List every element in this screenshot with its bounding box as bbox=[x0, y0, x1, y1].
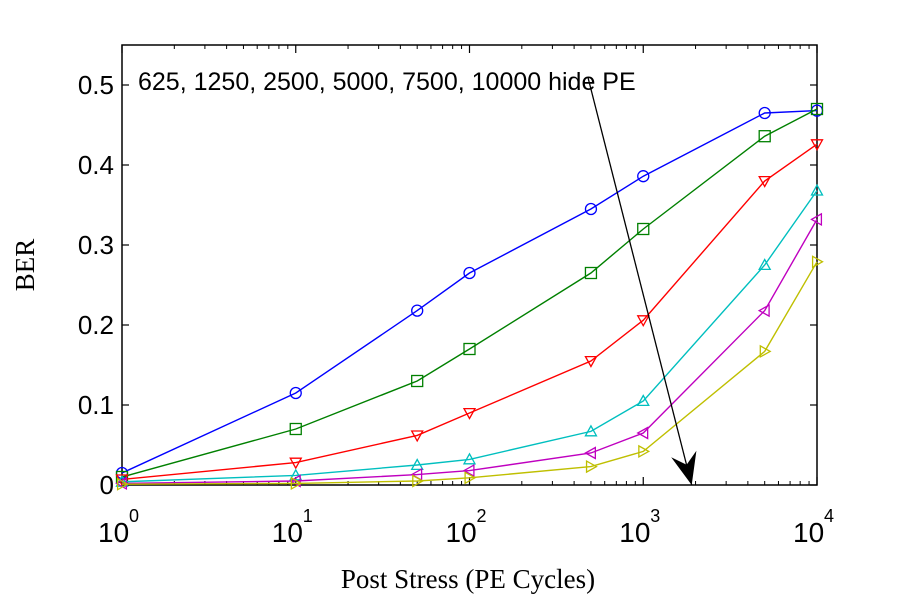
series-1 bbox=[115, 104, 824, 480]
data-point bbox=[462, 407, 477, 420]
series-line bbox=[121, 108, 818, 478]
data-point bbox=[636, 315, 650, 328]
series-layer bbox=[115, 102, 824, 491]
x-tick-base: 10 bbox=[98, 517, 129, 548]
data-point bbox=[758, 175, 772, 188]
plot-area bbox=[121, 44, 818, 486]
data-point bbox=[636, 426, 649, 440]
data-point bbox=[758, 130, 771, 143]
x-tick-exponent: 4 bbox=[824, 506, 834, 526]
x-tick-label: 100 bbox=[98, 506, 139, 548]
x-tick-base: 10 bbox=[446, 517, 477, 548]
data-point bbox=[811, 255, 824, 269]
y-axis-label: BER bbox=[10, 239, 40, 292]
y-tick-label: 0 bbox=[100, 470, 114, 500]
x-tick-base: 10 bbox=[793, 517, 824, 548]
data-point bbox=[116, 477, 129, 491]
x-axis-label: Post Stress (PE Cycles) bbox=[341, 564, 595, 594]
annotation-arrow-head bbox=[671, 450, 697, 485]
data-point bbox=[757, 303, 770, 318]
x-tick-base: 10 bbox=[272, 517, 303, 548]
data-point bbox=[637, 170, 650, 183]
series-4 bbox=[115, 183, 824, 487]
data-point bbox=[289, 457, 303, 470]
y-tick-label: 0.3 bbox=[78, 230, 114, 260]
data-point bbox=[410, 430, 424, 443]
y-tick-label: 0.5 bbox=[78, 70, 114, 100]
series-line bbox=[121, 190, 818, 483]
data-point bbox=[584, 424, 598, 437]
annotation-arrow-line bbox=[587, 76, 693, 486]
data-point bbox=[462, 452, 477, 465]
series-line bbox=[121, 261, 818, 485]
annotation-text: 625, 1250, 2500, 5000, 7500, 10000 hide … bbox=[138, 68, 636, 96]
series-line bbox=[121, 109, 818, 474]
data-point bbox=[289, 422, 302, 436]
series-6 bbox=[116, 255, 824, 491]
data-point bbox=[463, 342, 476, 356]
annotation-arrow-layer bbox=[587, 76, 697, 486]
data-point bbox=[810, 183, 824, 196]
x-tick-exponent: 3 bbox=[650, 506, 660, 526]
x-tick-exponent: 0 bbox=[129, 506, 139, 526]
x-tick-exponent: 1 bbox=[303, 506, 313, 526]
data-point bbox=[810, 139, 824, 152]
x-tick-label: 103 bbox=[619, 506, 660, 548]
data-point bbox=[584, 266, 598, 280]
x-tick-label: 101 bbox=[272, 506, 313, 548]
data-point bbox=[585, 459, 598, 474]
y-tick-label: 0.2 bbox=[78, 310, 114, 340]
x-tick-label: 102 bbox=[446, 506, 487, 548]
data-point bbox=[464, 471, 477, 485]
data-point bbox=[115, 470, 129, 484]
data-point bbox=[463, 266, 476, 280]
data-point bbox=[584, 446, 596, 460]
data-point bbox=[637, 222, 650, 236]
x-tick-base: 10 bbox=[619, 517, 650, 548]
series-line bbox=[121, 219, 818, 485]
x-tick-label: 104 bbox=[793, 506, 834, 548]
data-point bbox=[758, 258, 772, 271]
data-point bbox=[410, 458, 424, 471]
y-tick-label: 0.4 bbox=[78, 150, 114, 180]
series-line bbox=[121, 143, 818, 481]
data-point bbox=[411, 304, 424, 317]
data-point bbox=[289, 386, 302, 400]
data-point bbox=[758, 106, 771, 120]
data-point bbox=[759, 344, 772, 359]
data-point bbox=[810, 212, 823, 227]
data-point bbox=[810, 102, 824, 116]
data-point bbox=[636, 394, 650, 407]
data-point bbox=[412, 474, 425, 488]
data-point bbox=[290, 476, 303, 491]
data-point bbox=[584, 355, 598, 368]
y-tick-label: 0.1 bbox=[78, 390, 114, 420]
data-point bbox=[462, 463, 475, 478]
data-point bbox=[411, 374, 424, 388]
x-tick-exponent: 2 bbox=[477, 506, 487, 526]
data-point bbox=[638, 444, 651, 459]
data-point bbox=[584, 202, 598, 216]
series-2 bbox=[115, 102, 824, 484]
